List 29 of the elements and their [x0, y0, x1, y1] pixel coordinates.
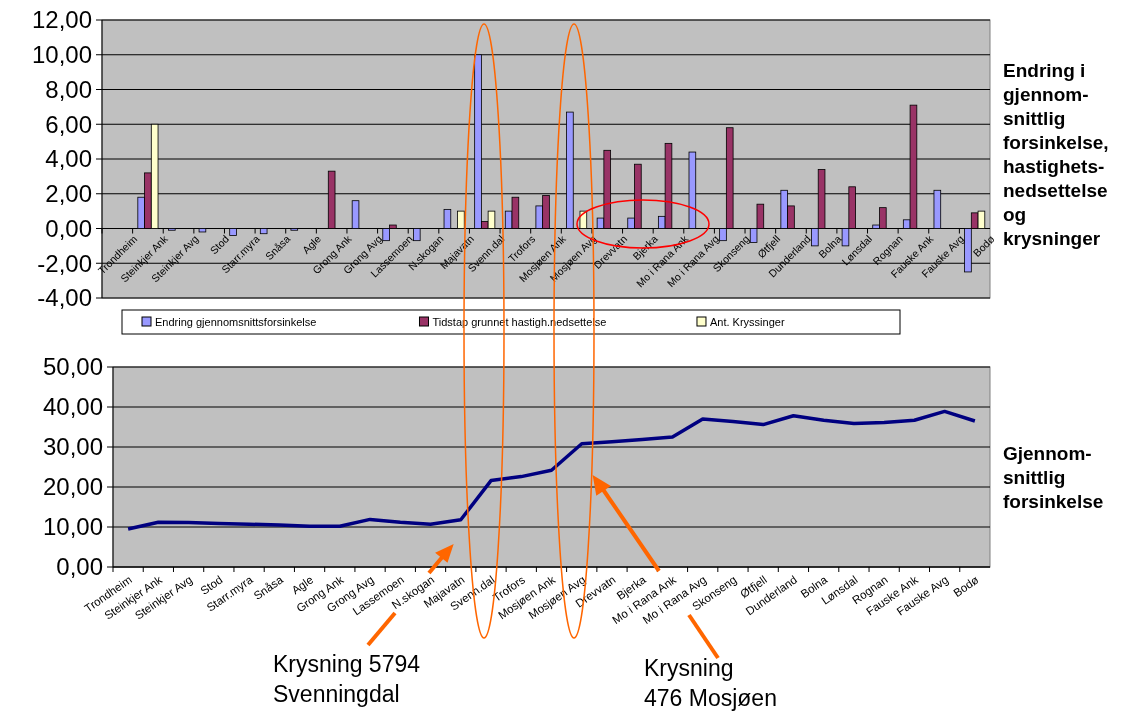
bar: [351, 200, 360, 229]
y-tick-label: 30,00: [42, 433, 103, 461]
y-tick-label: 6,00: [45, 110, 92, 138]
y-tick-label: 12,00: [31, 6, 92, 34]
y-axis-title: Gjennom- snittlig forsinkelse: [1003, 443, 1104, 512]
bar: [198, 228, 207, 233]
y-tick-label: 0,00: [45, 214, 92, 242]
y-tick-label: 8,00: [45, 75, 92, 103]
y-tick-label: -4,00: [37, 284, 92, 312]
y-tick-label: 20,00: [42, 473, 103, 501]
legend-label: Endring gjennomsnittsforsinkelse: [155, 316, 317, 328]
legend-label: Ant. Kryssinger: [709, 316, 785, 328]
y-tick-label: 0,00: [56, 553, 103, 581]
line-series: [126, 409, 977, 531]
text: Krysning 476 Mosjøen: [644, 655, 777, 711]
bar: [443, 208, 452, 229]
y-tick-label: 10,00: [42, 513, 103, 541]
y-tick-label: 10,00: [31, 41, 92, 69]
bar: [457, 210, 465, 229]
y-tick-label: 2,00: [45, 180, 92, 208]
y-tick-label: 4,00: [45, 145, 92, 173]
bar: [259, 228, 268, 235]
bar: [579, 210, 588, 229]
y-tick-label: 40,00: [42, 393, 103, 421]
y-tick-label: 50,00: [42, 353, 103, 381]
y-axis-title: Endring i gjennom- snittlig forsinkelse, hastighets- nedsettelse og krysninger: [1003, 60, 1109, 249]
text: Krysning 5794 Svenningdal: [273, 651, 421, 707]
y-tick-label: -2,00: [37, 249, 92, 277]
bar: [229, 228, 237, 236]
